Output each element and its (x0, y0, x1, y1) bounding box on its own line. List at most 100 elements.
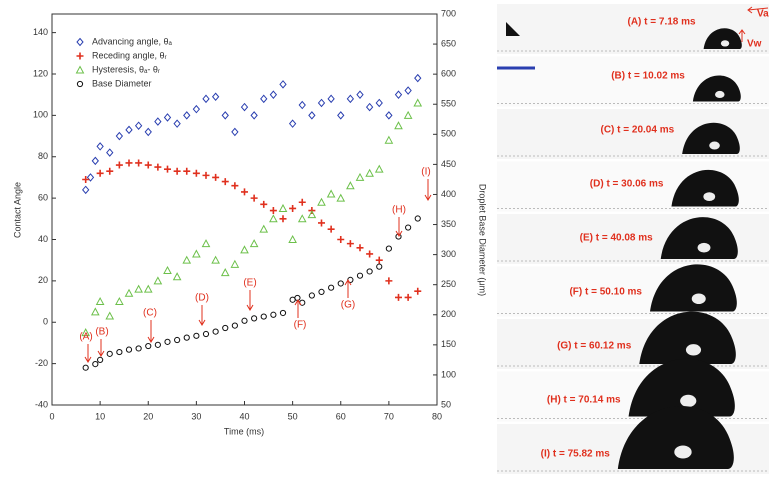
point (403, 110, 413, 119)
point (317, 197, 326, 206)
point (202, 94, 210, 104)
droplet-highlight (715, 90, 725, 99)
point (249, 239, 259, 248)
y-tick-label: -40 (35, 399, 48, 409)
annotation-arrow (198, 305, 206, 326)
y2-tick-label: 550 (441, 99, 456, 109)
point (298, 198, 306, 206)
droplet-highlight (685, 344, 702, 356)
y2-tick-label: 500 (441, 129, 456, 139)
y2-tick-label: 50 (441, 399, 451, 409)
y-tick-label: 80 (38, 151, 48, 161)
point (164, 338, 171, 345)
point (211, 255, 220, 264)
point (115, 161, 123, 169)
point (250, 111, 258, 120)
point (241, 188, 248, 196)
point (174, 336, 181, 344)
droplet (703, 28, 742, 49)
point (92, 360, 99, 368)
legend-label: Base Diameter (92, 78, 152, 88)
point (279, 215, 287, 223)
point (95, 297, 105, 306)
x-tick-label: 80 (432, 411, 442, 421)
point (115, 131, 124, 141)
x-tick-label: 10 (95, 411, 105, 421)
annotation-arrow (147, 320, 155, 343)
point (172, 272, 182, 281)
point (90, 307, 100, 316)
y2-tick-label: 200 (441, 309, 456, 319)
point (346, 94, 355, 104)
y-tick-label: 60 (38, 192, 48, 202)
point (355, 172, 365, 181)
point (289, 204, 297, 212)
legend-marker (76, 52, 84, 60)
y2-tick-label: 650 (441, 38, 456, 48)
point (259, 224, 269, 233)
droplet-highlight (680, 394, 697, 407)
annotation-arrow (344, 279, 352, 298)
annotation: (B) (95, 327, 108, 338)
legend-label: Receding angle, θᵣ (92, 50, 167, 60)
point (251, 315, 258, 322)
point (144, 161, 152, 169)
legend-label: Hysteresis, θₐ- θᵣ (92, 64, 160, 74)
point (183, 334, 190, 341)
point (173, 119, 181, 128)
x-tick-label: 30 (191, 411, 201, 421)
point (134, 284, 143, 293)
point (212, 328, 219, 335)
velocity-label: Va (757, 9, 769, 20)
point (278, 203, 288, 212)
point (250, 194, 258, 202)
droplet (682, 122, 740, 154)
point (294, 294, 301, 302)
point (91, 156, 99, 166)
y2-tick-label: 450 (441, 159, 456, 169)
annotation: (F) (294, 320, 307, 331)
point (163, 265, 172, 275)
point (231, 127, 239, 137)
point (336, 193, 346, 202)
point (346, 181, 355, 190)
annotation: (H) (392, 205, 406, 216)
y-tick-label: -20 (35, 358, 48, 368)
droplet (671, 169, 739, 207)
droplet-highlight (709, 141, 720, 150)
legend-marker (76, 37, 84, 47)
point (288, 119, 297, 128)
point (202, 171, 210, 179)
point (404, 86, 412, 95)
point (260, 200, 268, 208)
point (297, 214, 307, 223)
point (212, 173, 220, 181)
panel-label: (D) t = 30.06 ms (590, 179, 664, 190)
point (192, 249, 201, 258)
point (97, 356, 104, 363)
point (269, 214, 278, 223)
point (308, 292, 315, 299)
point (241, 317, 248, 324)
point (81, 328, 91, 337)
velocity-label: Vw (747, 39, 762, 50)
annotation: (D) (195, 293, 209, 304)
point (231, 322, 238, 329)
point (154, 163, 162, 171)
point (356, 272, 364, 279)
droplet-highlight (691, 293, 706, 304)
point (279, 80, 287, 89)
point (106, 167, 114, 175)
point (115, 297, 124, 306)
point (105, 311, 115, 320)
point (318, 288, 325, 296)
y-tick-label: 20 (38, 275, 48, 285)
panel-label: (C) t = 20.04 ms (601, 125, 675, 136)
droplet-highlight (674, 445, 692, 459)
point (106, 148, 114, 157)
legend-label: Advancing angle, θₐ (92, 36, 173, 46)
substrate-edge (506, 22, 520, 36)
point (125, 159, 133, 167)
point (413, 98, 423, 107)
